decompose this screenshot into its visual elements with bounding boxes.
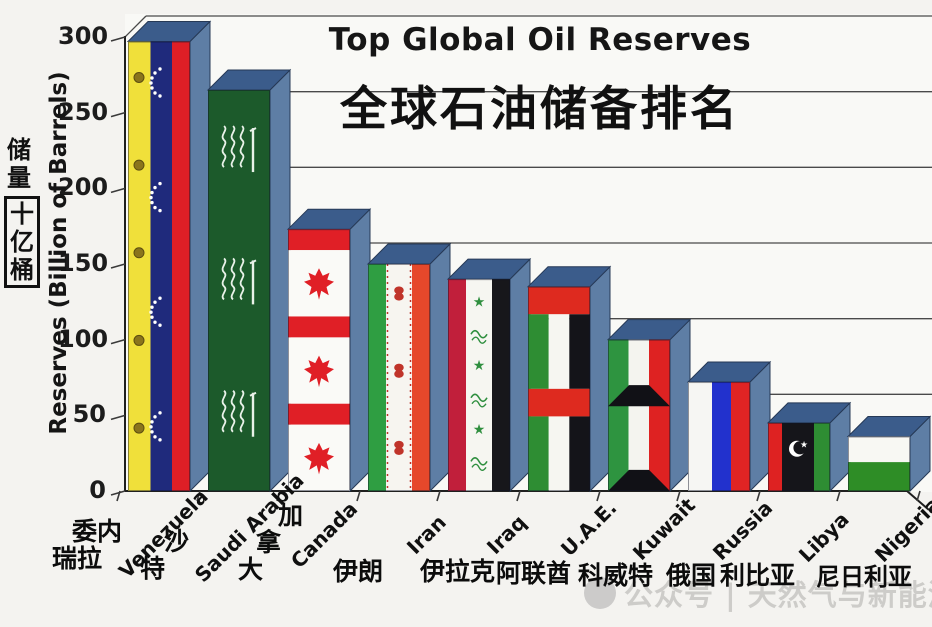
- y-tick-label: 150: [58, 249, 109, 277]
- x-label-en-kuwait: Kuwait: [628, 493, 700, 565]
- x-label-zh-nigeria: 尼日利亚: [816, 564, 912, 591]
- x-label-en-russia: Russia: [708, 495, 778, 565]
- watermark-logo-icon: [584, 577, 616, 609]
- x-label-zh-line: 委内: [72, 517, 123, 546]
- chart-title-zh: 全球石油储备排名: [340, 82, 740, 137]
- x-label-zh-line: 加: [278, 501, 304, 530]
- x-label-zh-iraq: 伊拉克: [420, 558, 495, 585]
- x-label-zh-line: 瑞拉: [52, 544, 103, 573]
- x-label-zh-line: 伊朗: [333, 557, 384, 586]
- y-axis-label-zh: 储量 十亿桶: [4, 136, 40, 288]
- y-tick-label: 200: [58, 173, 109, 202]
- x-label-zh-line: 沙: [164, 527, 190, 556]
- chart-title-en: Top Global Oil Reserves: [328, 22, 752, 58]
- y-tick-label: 250: [58, 97, 109, 126]
- watermark: 公众号 | 天然气与新能源: [584, 572, 932, 614]
- x-label-zh-line: 尼日利亚: [816, 563, 912, 591]
- x-label-zh-line: 科威特: [578, 561, 654, 590]
- x-label-zh-canada: 加拿大: [238, 502, 303, 583]
- x-label-en-uae: U.A.E.: [556, 495, 622, 561]
- x-label-en-nigeria: Nigeria: [870, 492, 932, 567]
- x-label-zh-libya: 利比亚: [720, 562, 795, 589]
- x-label-en-libya: Libya: [794, 507, 854, 567]
- x-label-zh-saudiarabia: 沙特: [140, 528, 189, 582]
- x-label-zh-line: 俄国: [666, 561, 717, 590]
- y-tick-label: 100: [58, 324, 109, 353]
- y-tick-label: 0: [89, 476, 106, 504]
- x-label-zh-iran: 伊朗: [333, 558, 383, 585]
- x-label-zh-russia: 俄国: [666, 562, 716, 589]
- x-label-zh-line: 特: [140, 554, 166, 583]
- watermark-text: 公众号 | 天然气与新能源: [624, 578, 932, 612]
- y-tick-label: 50: [72, 400, 106, 429]
- x-label-zh-line: 伊拉克: [420, 557, 496, 586]
- x-label-en-iran: Iran: [402, 510, 451, 559]
- x-label-zh-line: 阿联酋: [496, 559, 572, 588]
- x-label-zh-venezuela: 委内 瑞拉: [52, 518, 122, 572]
- x-label-zh-line: 大: [238, 555, 264, 584]
- x-label-zh-line: 拿: [256, 528, 282, 557]
- x-label-zh-kuwait: 科威特: [578, 562, 653, 589]
- y-axis-label-en: Reserves (Billion of Barrels): [46, 71, 72, 435]
- y-axis-unit-box: 十亿桶: [4, 196, 40, 288]
- y-tick-label: 300: [58, 22, 109, 50]
- y-axis-unit-text: 十亿桶: [10, 200, 34, 284]
- x-label-zh-uae: 阿联酋: [496, 560, 571, 587]
- x-label-zh-line: 利比亚: [720, 561, 796, 590]
- x-label-en-iraq: Iraq: [482, 510, 531, 559]
- y-axis-label-zh-text: 储量: [7, 136, 31, 192]
